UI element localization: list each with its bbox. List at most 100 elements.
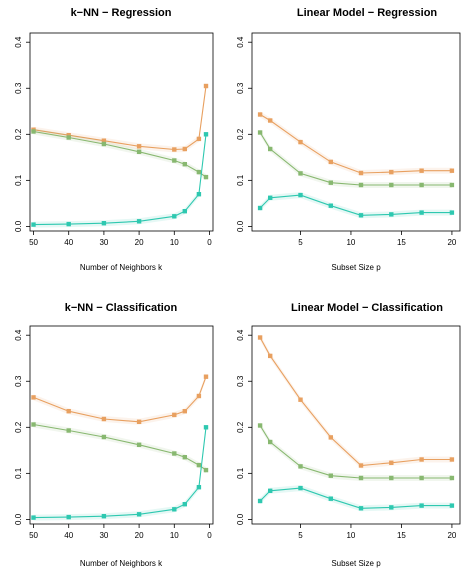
data-point: [449, 168, 455, 173]
data-point: [328, 496, 333, 501]
data-point: [182, 162, 187, 167]
data-point: [101, 514, 107, 519]
data-point: [419, 475, 424, 481]
data-point: [268, 195, 273, 200]
y-tick-label: 0.1: [14, 467, 23, 479]
data-point: [449, 475, 455, 481]
data-point: [172, 412, 177, 418]
data-point: [136, 219, 142, 224]
data-point: [389, 212, 394, 217]
data-point: [203, 425, 209, 430]
series-band: [260, 129, 452, 188]
series-line: [33, 427, 207, 519]
x-tick-label: 20: [135, 238, 144, 247]
data-point: [389, 460, 394, 465]
data-point: [257, 205, 263, 211]
x-tick-label: 50: [29, 531, 38, 540]
data-point: [449, 210, 455, 215]
data-point: [182, 502, 187, 507]
series-line: [33, 85, 207, 151]
series-2: [257, 422, 455, 481]
data-point: [257, 423, 263, 428]
y-tick-label: 0.3: [236, 82, 245, 94]
x-tick-label: 10: [170, 238, 179, 247]
data-point: [298, 397, 303, 402]
data-point: [358, 170, 364, 176]
x-axis-label: Subset Size p: [331, 263, 381, 272]
y-tick-label: 0.4: [14, 36, 23, 48]
data-point: [389, 475, 394, 481]
x-tick-label: 0: [207, 531, 212, 540]
data-point: [196, 169, 202, 175]
data-point: [419, 168, 424, 173]
plot-frame: [251, 32, 461, 232]
series-3: [257, 192, 455, 219]
x-tick-label: 20: [447, 531, 456, 540]
data-point: [389, 169, 394, 175]
data-point: [298, 464, 303, 469]
data-point: [389, 505, 394, 510]
data-point: [203, 132, 209, 137]
data-point: [66, 133, 71, 138]
data-point: [172, 214, 177, 219]
data-point: [268, 439, 273, 445]
chart-panel-2: Linear Model − Regression Subset Size p 0.…: [236, 7, 461, 272]
data-point: [66, 221, 71, 227]
x-tick-label: 10: [346, 531, 355, 540]
data-point: [358, 182, 364, 188]
data-point: [66, 428, 71, 433]
data-point: [257, 130, 263, 135]
data-point: [268, 146, 273, 152]
data-point: [358, 463, 364, 468]
data-point: [172, 147, 177, 152]
data-point: [257, 335, 263, 340]
data-point: [419, 210, 424, 215]
chart-title: Linear Model − Classification: [291, 302, 443, 314]
y-tick-label: 0.4: [14, 329, 23, 341]
series-line: [259, 114, 452, 174]
series-band: [260, 334, 452, 469]
data-point: [136, 512, 142, 517]
data-point: [358, 506, 364, 511]
data-point: [298, 139, 303, 145]
data-point: [136, 149, 142, 154]
data-point: [328, 473, 333, 478]
data-point: [196, 393, 202, 399]
x-axis-label: Number of Neighbors k: [80, 263, 163, 272]
series-band: [33, 421, 206, 474]
series-band: [33, 373, 206, 425]
data-point: [136, 419, 142, 424]
series-3: [31, 424, 209, 521]
data-point: [257, 112, 263, 117]
x-tick-label: 5: [298, 238, 303, 247]
data-point: [328, 159, 333, 165]
series-line: [33, 130, 207, 178]
x-axis-label: Number of Neighbors k: [80, 559, 163, 568]
series-line: [259, 132, 452, 186]
series-line: [259, 487, 452, 509]
y-tick-label: 0.2: [14, 128, 23, 140]
x-tick-label: 20: [447, 238, 456, 247]
y-tick-label: 0.0: [236, 513, 245, 525]
x-tick-label: 40: [64, 238, 73, 247]
data-point: [328, 203, 333, 208]
series-band: [33, 128, 206, 181]
plot-frame: [29, 325, 214, 525]
data-point: [257, 498, 263, 504]
data-point: [268, 353, 273, 359]
chart-panel-1: k−NN − Regression Number of Neighbors k 0.…: [14, 7, 214, 272]
x-tick-label: 15: [397, 238, 406, 247]
series-2: [31, 128, 209, 181]
data-point: [449, 457, 455, 462]
y-tick-label: 0.1: [236, 467, 245, 479]
y-tick-label: 0.3: [14, 375, 23, 387]
y-tick-label: 0.1: [14, 174, 23, 186]
series-1: [257, 334, 455, 469]
data-point: [31, 422, 36, 427]
data-point: [419, 182, 424, 188]
data-point: [31, 395, 36, 400]
series-3: [257, 485, 455, 512]
chart-panel-3: k−NN − Classification Number of Neighbors…: [14, 302, 214, 568]
